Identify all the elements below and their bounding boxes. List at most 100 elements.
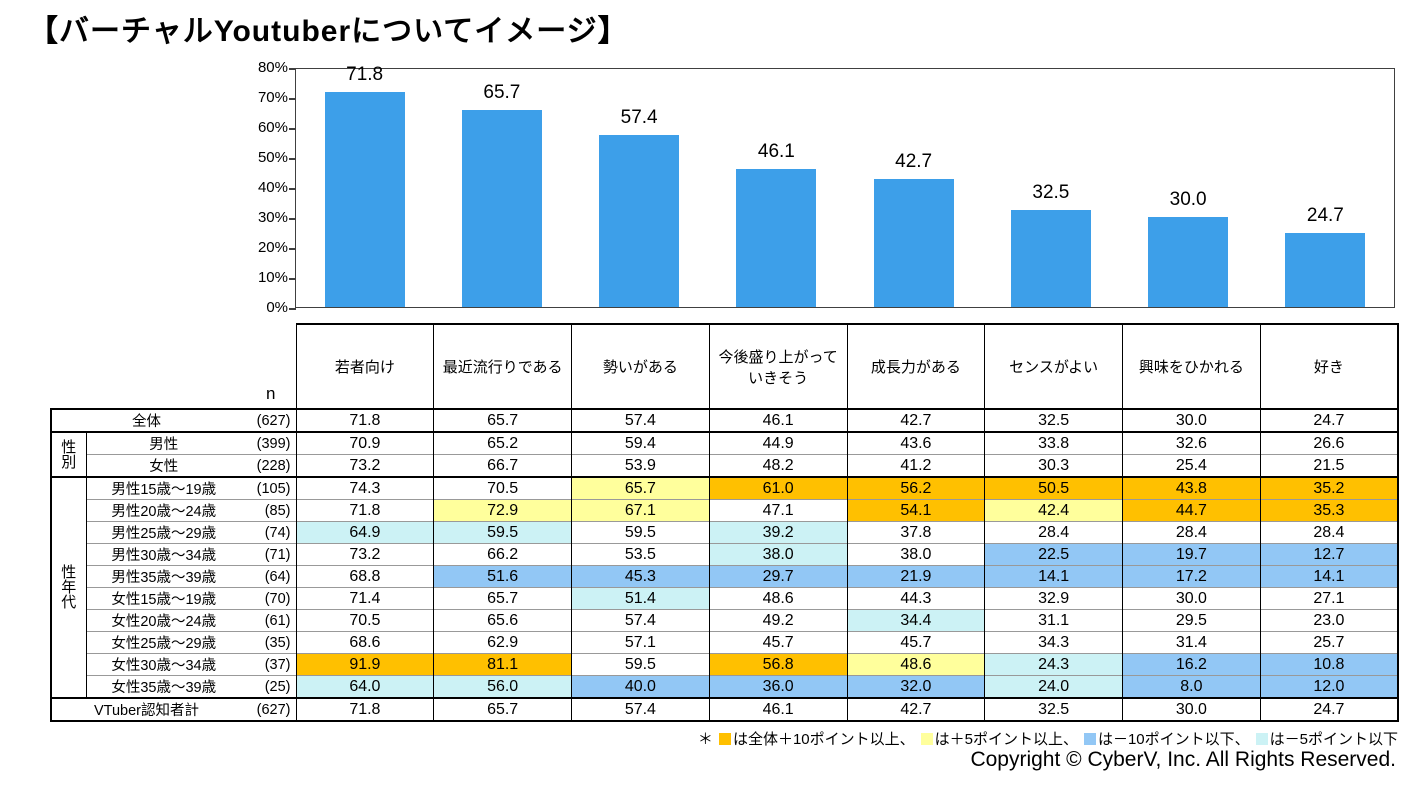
table-row: 男性20歳〜24歳 (85) 71.8 72.9 67.1 47.1 54.1 42.4 44.…	[51, 499, 1400, 522]
row-label: 女性15歳〜19歳	[85, 587, 241, 610]
table-cell: 40.0	[571, 675, 710, 698]
table-cell: 17.2	[1122, 565, 1261, 588]
table-cell: 42.7	[846, 697, 986, 722]
bar-value-label: 30.0	[1169, 189, 1207, 210]
bar	[461, 109, 542, 307]
row-label: 男性30歳〜34歳	[85, 543, 241, 566]
group-label-char: 代	[61, 594, 77, 611]
y-tick-mark	[289, 218, 296, 220]
n-column-label: n	[266, 384, 276, 403]
table-cell: 25.7	[1259, 631, 1400, 654]
table-cell: 23.0	[1259, 609, 1400, 632]
table-cell: 70.9	[295, 431, 435, 455]
y-tick-label: 10%	[257, 269, 288, 286]
bar-slot: 46.1	[708, 69, 845, 307]
table-cell: 59.5	[571, 653, 710, 676]
table-cell: 16.2	[1122, 653, 1261, 676]
row-label: 女性20歳〜24歳	[85, 609, 241, 632]
bar-slot: 65.7	[433, 69, 570, 307]
table-row: 女性 (228) 73.2 66.7 53.9 48.2 41.2 30.3 25.4 21.5	[51, 454, 1400, 477]
table-cell: 30.0	[1122, 408, 1261, 432]
bar-slot: 24.7	[1257, 69, 1394, 307]
table-cell: 14.1	[984, 565, 1124, 588]
row-label: 女性	[85, 454, 241, 477]
table-cell: 51.4	[571, 587, 710, 610]
y-axis: 80% 70% 60% 50% 40% 30% 20% 10% 0%	[228, 60, 288, 316]
group-label: 性別	[50, 431, 87, 477]
table-header-row: n 若者向け 最近流行りである 勢いがある 今後盛り上がって いきそう 成長力がある セン…	[51, 323, 1400, 410]
bar	[1148, 217, 1229, 307]
table-cell: 72.9	[433, 499, 573, 522]
table-row: 女性35歳〜39歳 (25) 64.0 56.0 40.0 36.0 32.0 24.0 8.0…	[51, 675, 1400, 698]
table-cell: 48.6	[708, 587, 848, 610]
row-label: 男性35歳〜39歳	[85, 565, 241, 588]
table-cell: 27.1	[1259, 587, 1400, 610]
table-cell: 61.0	[708, 476, 848, 500]
bar	[324, 91, 405, 307]
bar	[736, 168, 817, 307]
group-label-char: 別	[61, 453, 77, 471]
table-cell: 74.3	[295, 476, 435, 500]
row-label: 女性30歳〜34歳	[85, 653, 241, 676]
column-header: センスがよい	[984, 323, 1124, 410]
column-header: 今後盛り上がって いきそう	[708, 323, 848, 410]
bar-value-label: 71.8	[346, 63, 384, 85]
table-cell: 42.7	[846, 408, 986, 432]
table-cell: 28.4	[1259, 521, 1400, 544]
bar	[1285, 232, 1366, 307]
table-cell: 29.7	[708, 565, 848, 588]
table-cell: 59.5	[433, 521, 573, 544]
table-cell: 30.0	[1122, 587, 1261, 610]
row-label: 女性35歳〜39歳	[85, 675, 241, 698]
bar-slot: 71.8	[296, 64, 433, 307]
table-cell: 71.8	[295, 408, 435, 432]
row-n: (85)	[241, 499, 297, 522]
table-cell: 24.7	[1259, 697, 1400, 722]
column-header: 最近流行りである	[433, 323, 573, 410]
table-cell: 35.2	[1259, 476, 1400, 500]
y-tick-label: 70%	[257, 89, 288, 106]
group-label-char: 性	[61, 564, 77, 581]
bar-slot: 32.5	[982, 69, 1119, 307]
table-cell: 46.1	[708, 697, 848, 722]
table-cell: 28.4	[1122, 521, 1261, 544]
table-cell: 36.0	[708, 675, 848, 698]
table-cell: 53.9	[571, 454, 710, 477]
table-row: 全体 (627) 71.8 65.7 57.4 46.1 42.7 32.5 30.0 24.7	[50, 408, 1400, 432]
table-cell: 10.8	[1259, 653, 1400, 676]
row-n: (37)	[241, 653, 297, 676]
bar-value-label: 46.1	[757, 140, 795, 162]
row-n: (61)	[241, 609, 297, 632]
table-body: 全体 (627) 71.8 65.7 57.4 46.1 42.7 32.5 30.0 24.7 性…	[50, 408, 1400, 722]
row-label: 男性	[85, 431, 241, 455]
row-n: (74)	[241, 521, 297, 544]
table-cell: 65.6	[433, 609, 573, 632]
table-cell: 32.9	[984, 587, 1124, 610]
legend-text: は全体＋10ポイント以上、	[732, 731, 915, 748]
bar-value-label: 57.4	[620, 106, 658, 128]
table-cell: 26.6	[1259, 431, 1400, 455]
y-tick-mark	[289, 278, 296, 280]
table-cell: 68.6	[295, 631, 435, 654]
table-cell: 71.8	[295, 499, 435, 522]
table-cell: 12.7	[1259, 543, 1400, 566]
legend-swatch-c	[1255, 733, 1268, 745]
row-label: VTuber認知者計	[50, 697, 241, 722]
bar	[599, 134, 680, 307]
row-n: (228)	[241, 454, 297, 477]
table-cell: 32.5	[984, 697, 1124, 722]
table-cell: 64.9	[295, 521, 435, 544]
table-cell: 33.8	[984, 431, 1124, 455]
table-cell: 57.4	[571, 408, 710, 432]
table-cell: 65.7	[571, 476, 710, 500]
table-cell: 73.2	[295, 543, 435, 566]
y-tick-mark	[289, 68, 296, 70]
bar-value-label: 42.7	[895, 150, 933, 172]
table-cell: 38.0	[846, 543, 986, 566]
table-cell: 32.5	[984, 408, 1124, 432]
table-cell: 24.0	[984, 675, 1124, 698]
y-tick-label: 0%	[266, 299, 288, 316]
bar-slot: 57.4	[571, 69, 708, 307]
y-tick-mark	[289, 248, 296, 250]
table-row: 性年代男性15歳〜19歳 (105) 74.3 70.5 65.7 61.0 56.2 50.…	[50, 476, 1400, 698]
